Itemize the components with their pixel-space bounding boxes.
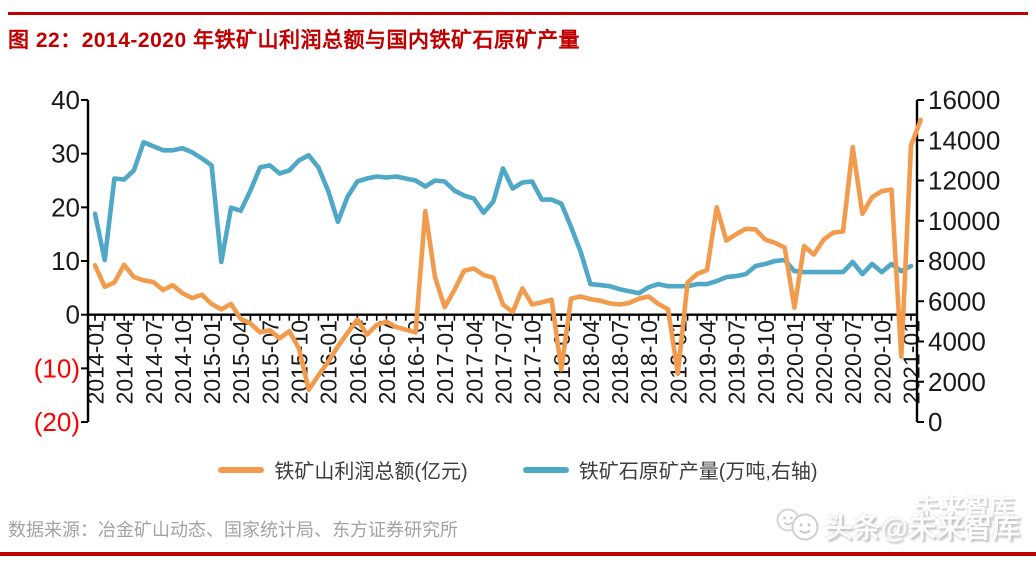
left-axis-label: (10) bbox=[34, 353, 80, 383]
x-axis-label: 2014-01 bbox=[83, 320, 109, 404]
right-axis-label: 2000 bbox=[928, 367, 986, 397]
left-axis-label: 10 bbox=[51, 246, 80, 276]
top-divider-line bbox=[8, 12, 1028, 15]
legend: 铁矿山利润总额(亿元) 铁矿石原矿产量(万吨,右轴) bbox=[0, 455, 1036, 484]
legend-item-profit[interactable]: 铁矿山利润总额(亿元) bbox=[218, 455, 468, 484]
x-axis-label: 2017-07 bbox=[490, 320, 516, 404]
x-axis-label: 2017-01 bbox=[432, 320, 458, 404]
left-axis-label: 20 bbox=[51, 192, 80, 222]
right-axis-label: 14000 bbox=[928, 125, 1000, 155]
bottom-divider-line bbox=[0, 552, 1036, 556]
right-axis-label: 16000 bbox=[928, 85, 1000, 115]
right-axis-label: 12000 bbox=[928, 166, 1000, 196]
legend-swatch-production-line bbox=[522, 466, 569, 473]
left-axis-label: 30 bbox=[51, 139, 80, 169]
x-axis-label: 2020-04 bbox=[811, 320, 837, 405]
production-line-series bbox=[92, 140, 914, 296]
x-axis-label: 2017-10 bbox=[520, 320, 546, 404]
legend-label-production: 铁矿石原矿产量(万吨,右轴) bbox=[578, 461, 818, 483]
right-axis-label: 10000 bbox=[928, 206, 1000, 236]
x-axis-label: 2015-04 bbox=[228, 320, 254, 405]
x-axis-label: 2020-07 bbox=[840, 320, 866, 404]
right-axis-label: 4000 bbox=[928, 327, 986, 357]
x-axis-label: 2019-07 bbox=[724, 320, 750, 404]
x-axis-label: 2018-07 bbox=[607, 320, 633, 404]
x-axis-label: 2018-04 bbox=[578, 320, 604, 405]
legend-swatch-profit-line bbox=[218, 466, 265, 473]
x-axis-label: 2019-04 bbox=[694, 320, 720, 405]
right-axis-label: 0 bbox=[928, 407, 942, 437]
profit-line-series bbox=[92, 117, 924, 393]
legend-label-profit: 铁矿山利润总额(亿元) bbox=[274, 461, 468, 483]
x-axis-label: 2014-04 bbox=[112, 320, 138, 405]
legend-item-production[interactable]: 铁矿石原矿产量(万吨,右轴) bbox=[522, 455, 818, 484]
chart-title: 图 22：2014-2020 年铁矿山利润总额与国内铁矿石原矿产量 bbox=[8, 29, 580, 52]
right-axis-label: 6000 bbox=[928, 286, 986, 316]
right-axis-label: 8000 bbox=[928, 246, 986, 276]
x-axis-label: 2018-10 bbox=[636, 320, 662, 404]
x-axis-label: 2017-04 bbox=[461, 320, 487, 405]
x-axis-label: 2020-01 bbox=[782, 320, 808, 404]
left-axis-label: 0 bbox=[66, 300, 80, 330]
x-axis-label: 2020-10 bbox=[869, 320, 895, 404]
data-source-note: 数据来源：冶金矿山动态、国家统计局、东方证券研究所 bbox=[8, 520, 458, 540]
x-axis-label: 2016-07 bbox=[374, 320, 400, 404]
left-axis-label: (20) bbox=[34, 407, 80, 437]
left-axis-label: 40 bbox=[51, 85, 80, 115]
x-axis-label: 2019-10 bbox=[753, 320, 779, 404]
x-axis-label: 2015-01 bbox=[199, 320, 225, 404]
x-axis-label: 2014-10 bbox=[170, 320, 196, 404]
x-axis-label: 2014-07 bbox=[141, 320, 167, 404]
